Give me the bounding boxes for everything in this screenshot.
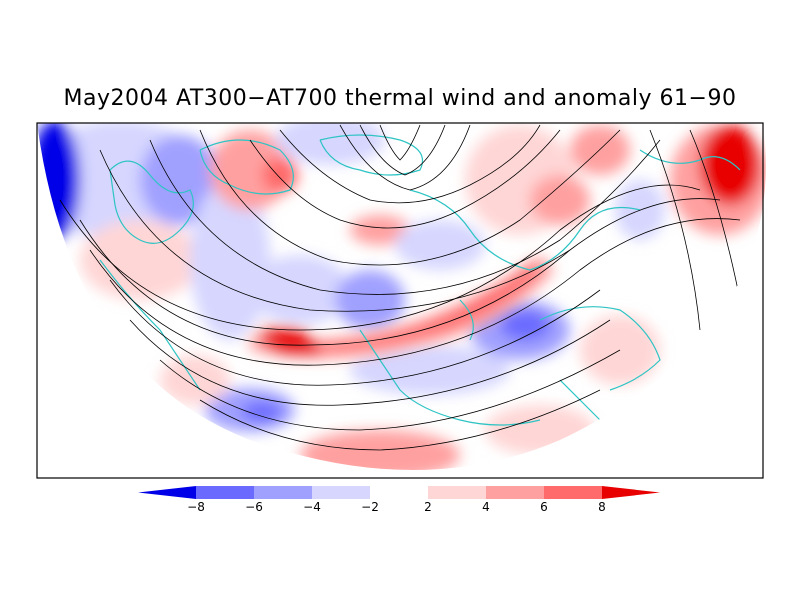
colorbar-segment — [254, 486, 312, 499]
colorbar-segment — [370, 486, 428, 499]
colorbar-segment — [544, 486, 602, 499]
page-title: May2004 AT300−AT700 thermal wind and ano… — [63, 86, 737, 111]
anomaly-field — [37, 123, 766, 470]
colorbar-label: −2 — [361, 500, 379, 514]
colorbar-segment — [312, 486, 370, 499]
colorbar-segment — [428, 486, 486, 499]
colorbar — [138, 486, 660, 499]
colorbar-arrow-high — [602, 486, 660, 499]
streamlines — [59, 124, 741, 451]
colorbar-label: 2 — [424, 500, 432, 514]
plot-frame — [36, 122, 764, 479]
colorbar-segment — [196, 486, 254, 499]
colorbar-segment — [486, 486, 544, 499]
colorbar-arrow-low — [138, 486, 196, 499]
colorbar-label: −8 — [187, 500, 205, 514]
colorbar-label: 8 — [598, 500, 606, 514]
colorbar-label: −4 — [303, 500, 321, 514]
colorbar-label: 4 — [482, 500, 490, 514]
coastlines — [99, 134, 741, 426]
colorbar-label: −6 — [245, 500, 263, 514]
colorbar-label: 6 — [540, 500, 548, 514]
